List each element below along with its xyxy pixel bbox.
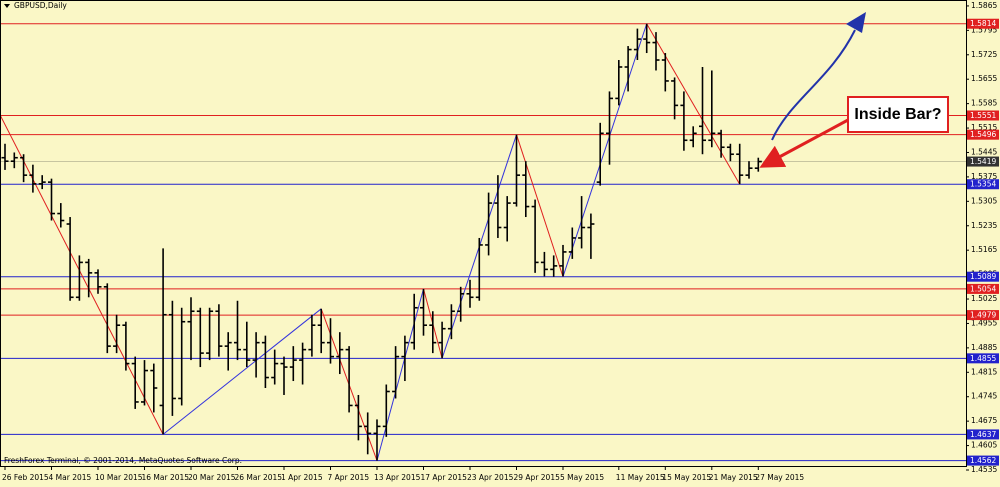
level-label: 1.4637 <box>970 430 996 439</box>
level-label: 1.5054 <box>970 284 996 293</box>
level-label-box <box>967 179 999 190</box>
level-label: 1.4562 <box>970 456 996 465</box>
level-label-box <box>967 310 999 321</box>
y-tick-label: 1.5025 <box>971 294 997 303</box>
zigzag-segment <box>646 23 741 185</box>
level-label-box <box>967 110 999 121</box>
y-tick-label: 1.4535 <box>971 465 997 474</box>
level-label-box <box>967 283 999 294</box>
level-label-box <box>967 353 999 364</box>
x-tick-label: 17 Apr 2015 <box>421 473 468 482</box>
level-label-box <box>967 18 999 29</box>
chart-title: GBPUSD,Daily <box>14 1 67 10</box>
x-tick-label: 10 Mar 2015 <box>95 473 143 482</box>
x-tick-label: 21 May 2015 <box>709 473 758 482</box>
x-tick-label: 4 Mar 2015 <box>49 473 92 482</box>
zigzag-segment <box>162 308 322 435</box>
y-tick-label: 1.5865 <box>971 1 997 10</box>
y-tick-label: 1.5515 <box>971 123 997 132</box>
y-tick-label: 1.5585 <box>971 99 997 108</box>
level-label: 1.5354 <box>970 180 996 189</box>
y-tick-label: 1.4955 <box>971 318 997 327</box>
x-tick-label: 13 Apr 2015 <box>374 473 421 482</box>
level-label: 1.4855 <box>970 354 996 363</box>
level-label: 1.5496 <box>970 130 996 139</box>
level-label-box <box>967 129 999 140</box>
footer: FreshForex Terminal, © 2001-2014, MetaQu… <box>4 456 242 465</box>
level-label: 1.5089 <box>970 272 996 281</box>
y-tick-label: 1.5795 <box>971 25 997 34</box>
x-tick-label: 23 Apr 2015 <box>467 473 514 482</box>
x-tick-label: 1 Apr 2015 <box>281 473 323 482</box>
y-tick-label: 1.5165 <box>971 245 997 254</box>
plot-frame <box>0 0 967 467</box>
level-label: 1.5814 <box>970 19 996 28</box>
level-label-box <box>967 271 999 282</box>
x-tick-label: 26 Feb 2015 <box>2 473 49 482</box>
x-tick-label: 26 Mar 2015 <box>235 473 283 482</box>
plot <box>0 23 762 461</box>
y-tick-label: 1.5235 <box>971 221 997 230</box>
y-tick-label: 1.5375 <box>971 172 997 181</box>
menu-triangle <box>4 4 10 8</box>
x-tick-label: 7 Apr 2015 <box>328 473 370 482</box>
x-tick-label: 27 May 2015 <box>755 473 804 482</box>
red-arrow <box>759 118 849 168</box>
y-tick-label: 1.4745 <box>971 392 997 401</box>
level-label-box <box>967 455 999 466</box>
zigzag-segment <box>0 115 164 435</box>
y-tick-label: 1.5445 <box>971 147 997 156</box>
level-label-box <box>967 156 999 167</box>
x-tick-label: 29 Apr 2015 <box>514 473 561 482</box>
zigzag-segment <box>516 134 564 277</box>
blue-arrow <box>771 29 856 141</box>
blue-arrowhead <box>846 12 866 33</box>
level-label: 1.4979 <box>970 311 996 320</box>
y-tick-label: 1.5655 <box>971 74 997 83</box>
levels <box>0 23 966 462</box>
level-label: 1.5551 <box>970 111 996 120</box>
level-label: 1.5419 <box>970 157 996 166</box>
y-tick-label: 1.4675 <box>971 416 997 425</box>
zigzag-segment <box>376 288 424 461</box>
level-label-box <box>967 429 999 440</box>
y-tick-label: 1.5725 <box>971 50 997 59</box>
y-tick-label: 1.5305 <box>971 196 997 205</box>
note-box <box>847 96 949 133</box>
note: Inside Bar? <box>854 106 941 123</box>
y-tick-label: 1.4815 <box>971 367 997 376</box>
x-tick-label: 20 Mar 2015 <box>188 473 236 482</box>
y-tick-label: 1.4605 <box>971 441 997 450</box>
x-tick-label: 5 May 2015 <box>560 473 604 482</box>
x-tick-label: 11 May 2015 <box>616 473 665 482</box>
zigzag-segment <box>562 23 648 277</box>
y-tick-label: 1.4885 <box>971 343 997 352</box>
x-tick-label: 16 Mar 2015 <box>142 473 190 482</box>
x-tick-label: 15 May 2015 <box>662 473 711 482</box>
